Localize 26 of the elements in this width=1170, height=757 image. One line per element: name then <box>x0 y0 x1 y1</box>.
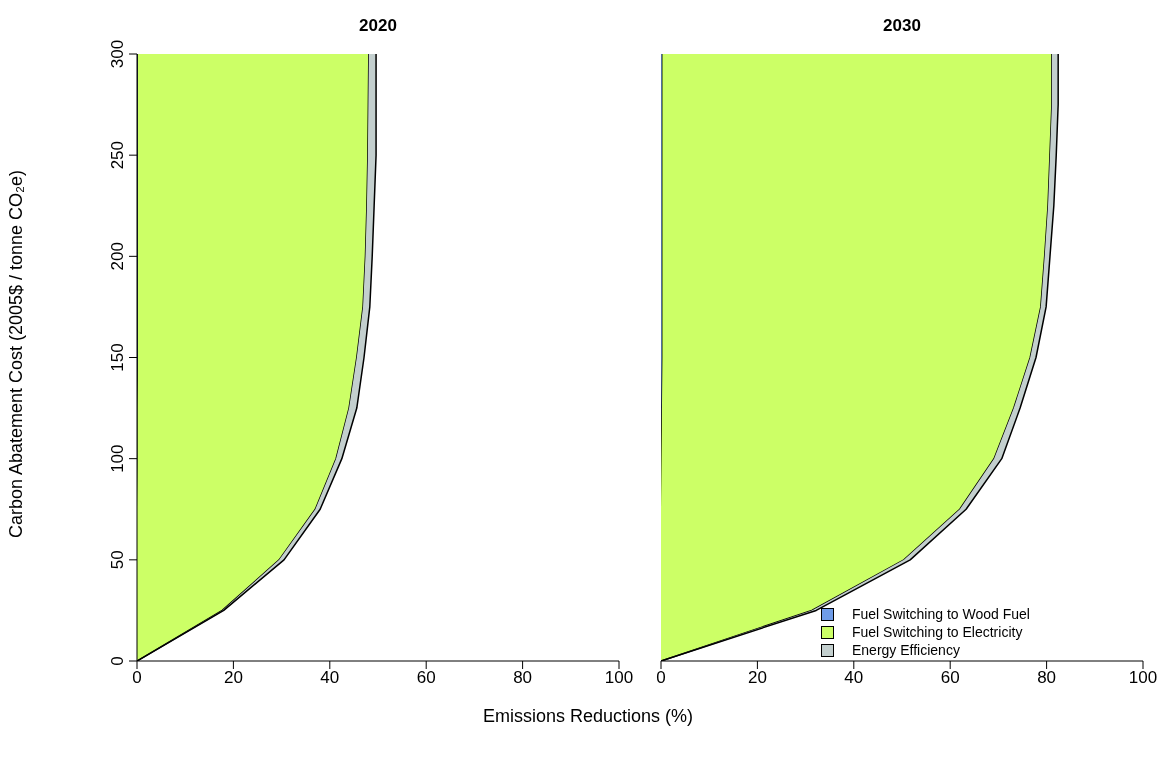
x-tick-label: 60 <box>940 668 960 688</box>
x-tick-label: 80 <box>1037 668 1057 688</box>
y-tick-label: 200 <box>108 242 127 271</box>
chart-title: 2020 <box>358 16 398 36</box>
x-tick-label: 20 <box>747 668 767 688</box>
y-tick-label: 250 <box>108 140 127 170</box>
legend-label: Fuel Switching to Wood Fuel <box>852 606 1030 622</box>
x-tick-label: 80 <box>513 668 533 688</box>
legend-label: Energy Efficiency <box>852 642 960 658</box>
x-tick-label: 40 <box>320 668 340 688</box>
x-tick-label: 40 <box>844 668 864 688</box>
x-tick-label: 100 <box>1128 668 1158 688</box>
y-tick-label: 300 <box>108 39 127 69</box>
y-tick-label: 0 <box>108 656 127 666</box>
x-tick-label: 0 <box>132 668 142 688</box>
y-tick-label: 150 <box>108 343 127 372</box>
x-tick-label: 100 <box>604 668 634 688</box>
chart-title: 2030 <box>882 16 922 36</box>
y-axis-title: Carbon Abatement Cost (2005$ / tonne CO₂e) <box>6 168 27 541</box>
y-tick-label: 50 <box>108 550 127 570</box>
legend-label: Fuel Switching to Electricity <box>852 624 1023 640</box>
y-tick-label: 100 <box>108 444 127 473</box>
x-tick-label: 20 <box>223 668 243 688</box>
x-axis-title: Emissions Reductions (%) <box>481 706 695 727</box>
x-tick-label: 0 <box>656 668 666 688</box>
x-tick-label: 60 <box>416 668 436 688</box>
